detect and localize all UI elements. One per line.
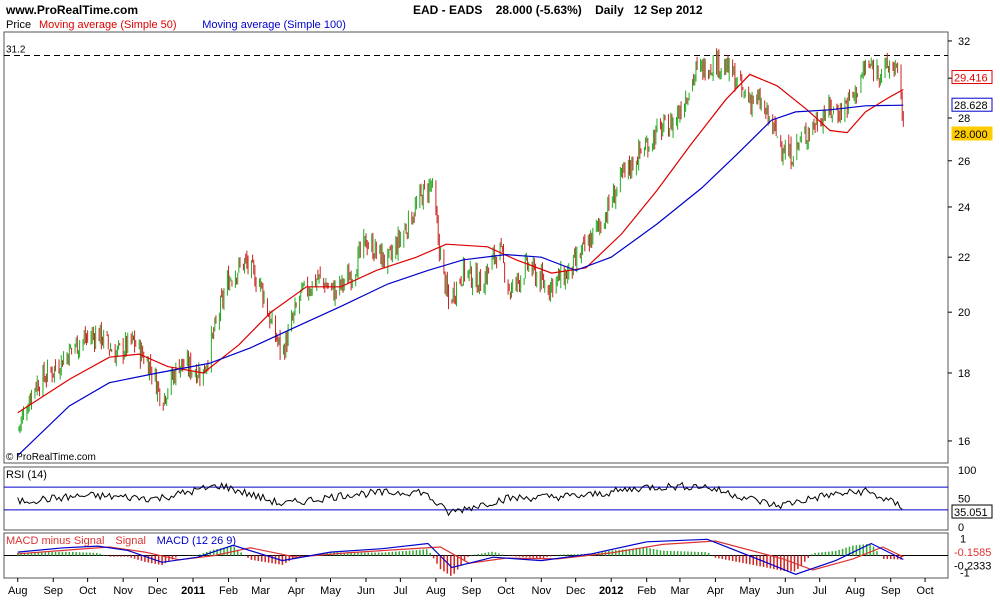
site-name: www.ProRealTime.com [6,3,139,17]
price-y-tick-label: 20 [958,307,970,319]
macd-y-tick-label: 1 [960,533,966,545]
x-axis-tick-label: Feb [637,585,656,597]
price-value-tag-label: 29.416 [954,73,988,85]
x-axis-tick-label: Jun [357,585,375,597]
price-y-tick-label: 22 [958,252,970,264]
x-axis-tick-label: Mar [670,585,689,597]
x-axis-tick-label: Sep [462,585,482,597]
last-price: 28.000 [495,3,533,17]
price-y-tick-label: 18 [958,368,970,380]
macd-value-tag-label: -0.2333 [954,560,991,572]
macd-value-tag-label: -0.1585 [954,547,991,559]
x-axis-tick-label: Jul [393,585,407,597]
x-axis-tick-label: Oct [497,585,514,597]
price-value-tag-label: 28.628 [954,100,988,112]
macd-title-part: Signal [115,535,146,547]
watermark-label: © ProRealTime.com [6,452,96,463]
x-axis-tick-label: Oct [917,585,934,597]
macd-title-part: MACD (12 26 9) [157,535,236,547]
x-axis-tick-label: Aug [845,585,865,597]
rsi-title: RSI (14) [6,469,47,481]
rsi-line [17,481,903,517]
rsi-y-tick-label: 100 [958,465,976,477]
price-value-tag [951,70,993,85]
resistance-label: 31.2 [6,45,26,56]
x-axis-tick-label: Mar [251,585,270,597]
x-axis-tick-label: May [320,585,341,597]
macd-y-tick-label: -1 [960,568,970,580]
x-axis-tick-label: Oct [79,585,96,597]
chart-title: EAD - EADS 28.000 (-5.63%) Daily 12 Sep … [413,3,703,17]
x-axis-tick-label: Feb [219,585,238,597]
rsi-panel [3,466,949,531]
price-y-tick-label: 32 [958,36,970,48]
ma50-line [17,73,904,414]
price-y-tick-label: 24 [958,202,970,214]
x-axis-tick-label: May [739,585,760,597]
instrument-name: EAD - EADS [413,3,483,17]
x-axis-tick-label: 2012 [599,585,623,597]
price-legend-entry: Moving average (Simple 100) [202,19,346,31]
price-legend-entry: Moving average (Simple 50) [39,19,177,31]
chart-date: 12 Sep 2012 [633,3,703,17]
price-y-tick-label: 28 [958,113,970,125]
x-axis-tick-label: Aug [8,585,28,597]
price-panel [3,31,949,464]
x-axis-tick-label: Sep [881,585,901,597]
price-y-tick-label: 16 [958,436,970,448]
x-axis-tick-label: Dec [566,585,586,597]
price-value-tag-label: 28.000 [954,129,988,141]
x-axis-tick-label: Aug [426,585,446,597]
x-axis-tick-label: 2011 [181,585,205,597]
rsi-value-tag [951,504,993,519]
x-axis-tick-label: Apr [707,585,724,597]
price-legend-entry: Price [6,19,31,31]
price-y-tick-label: 26 [958,156,970,168]
x-axis-tick-label: Nov [532,585,552,597]
price-value-tag [951,97,993,112]
rsi-value-tag-label: 35.051 [954,507,988,519]
macd-title-part: MACD minus Signal [6,535,104,547]
x-axis-tick-label: Jul [813,585,827,597]
macd-signal-line [17,540,904,571]
ma100-line [17,104,904,457]
x-axis-tick-label: Dec [148,585,168,597]
rsi-y-tick-label: 0 [958,522,964,534]
macd-line [17,538,904,575]
price-value-tag [951,126,993,141]
rsi-y-tick-label: 50 [958,494,970,506]
x-axis-tick-label: Nov [113,585,133,597]
x-axis-tick-label: Sep [43,585,63,597]
price-change: (-5.63%) [535,3,582,17]
x-axis-tick-label: Apr [288,585,305,597]
chart-period: Daily [595,3,624,17]
x-axis-tick-label: Jun [776,585,794,597]
